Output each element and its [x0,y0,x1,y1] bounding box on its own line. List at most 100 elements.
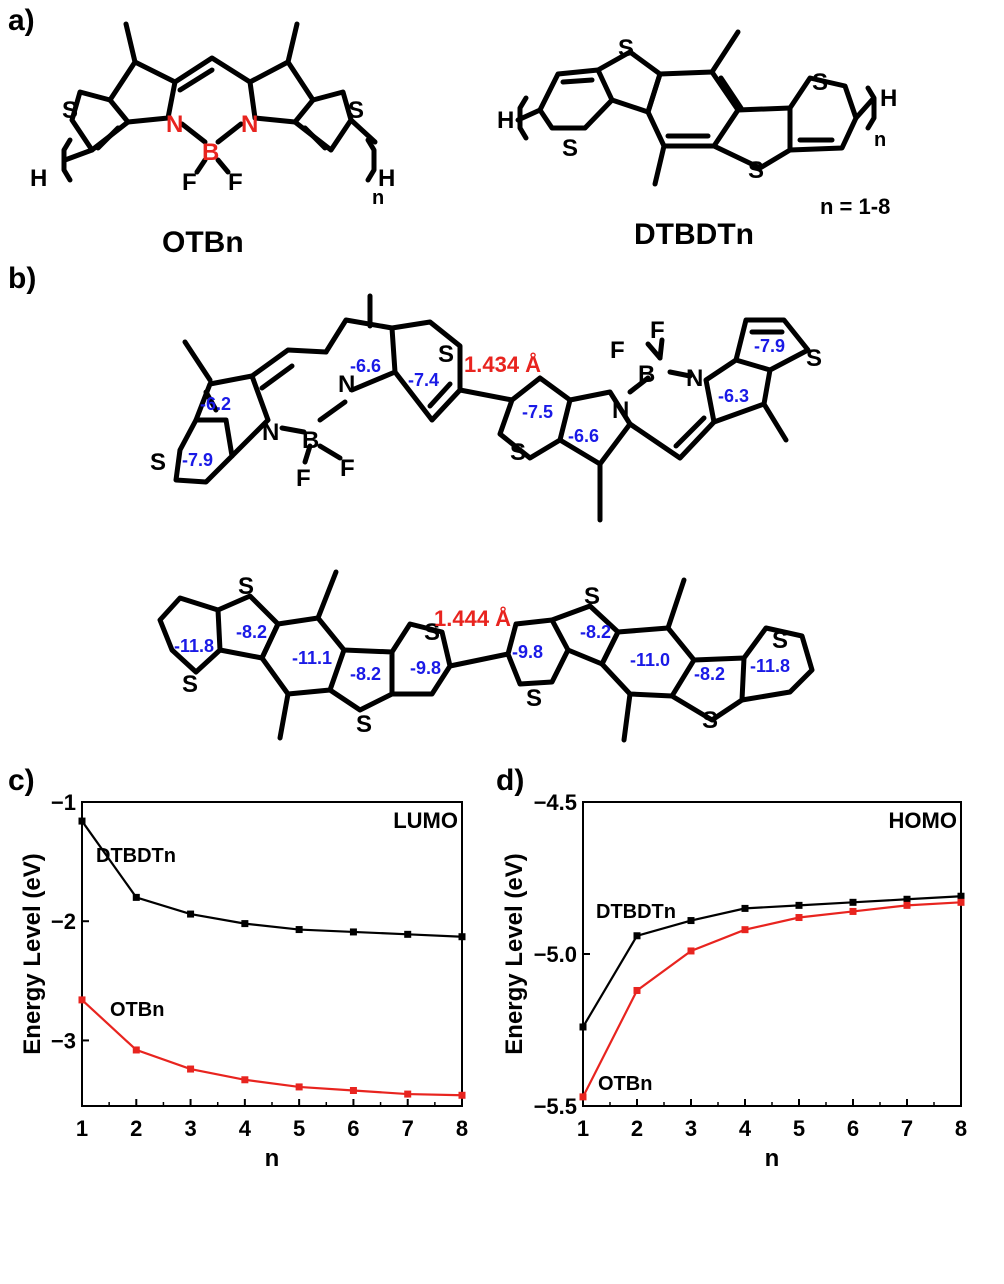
series-label-dtbdtn: DTBDTn [96,845,176,867]
x-tick-label: 7 [402,1116,414,1141]
x-tick-label: 7 [901,1116,913,1141]
data-point-otbn [957,898,965,906]
dtbdtn-structure [515,29,877,187]
x-tick-label: 4 [739,1116,752,1141]
y-tick-label: −5.0 [534,942,577,967]
otbn-f-right: F [228,169,243,196]
dimer1-n3: N [612,397,629,424]
data-point-dtbdtn [633,932,641,940]
y-tick-label: −2 [51,909,76,934]
x-tick-label: 8 [955,1116,967,1141]
data-point-otbn [795,914,803,922]
data-point-otbn [78,996,86,1004]
otbn-subscript-n: n [372,187,384,209]
chart-d: 1 2 3 4 5 6 7 8 −4.5 −5.0 −5.5 n Energy Level (eV) HO… [501,790,967,1172]
nics-1-1: -7.9 [182,450,213,470]
otbn-s-right: S [348,97,364,124]
data-point-dtbdtn [957,892,965,900]
nics-2-1: -8.2 [236,622,267,642]
data-point-dtbdtn [404,930,412,938]
series-label-otbn: OTBn [110,999,164,1021]
dtbdtn-s-top: S [618,35,634,62]
otbn-n-left: N [166,111,183,138]
dimer2-s3: S [356,711,372,738]
x-axis-label: n [265,1145,280,1172]
nics-2-0: -11.8 [174,636,214,656]
dimer1-f2: F [340,455,355,482]
y-axis-label: Energy Level (eV) [19,853,46,1054]
nics-1-0: -6.2 [200,394,231,414]
data-point-otbn [187,1065,195,1073]
dimer1-s2: S [438,341,454,368]
nics-2-3: -8.2 [350,664,381,684]
series-line-dtbdtn [81,820,463,938]
data-point-dtbdtn [187,910,195,918]
data-point-dtbdtn [795,901,803,909]
data-point-dtbdtn [903,895,911,903]
otbn-n-right: N [241,111,258,138]
dtbdtn-s-bottom: S [748,157,764,184]
nics-1-5: -6.6 [568,426,599,446]
dimer2-s1: S [238,573,254,600]
y-tick-label: −1 [51,790,76,815]
nics-2-2: -11.1 [292,648,332,668]
nics-2-8: -8.2 [694,664,725,684]
dimer2-s8: S [772,627,788,654]
data-point-dtbdtn [132,893,140,901]
data-point-otbn [241,1076,249,1084]
dimer1-s3: S [510,439,526,466]
nics-2-9: -11.8 [750,656,790,676]
dtbdtn-s-left: S [562,135,578,162]
chart-c: 1 2 3 4 5 6 7 8 −1 −2 −3 n Energy Level (eV) LUMO DTBD… [19,790,468,1172]
nics-1-3: -7.4 [408,370,439,390]
x-tick-label: 2 [130,1116,142,1141]
data-point-otbn [295,1083,303,1091]
dimer1-f1: F [296,465,311,492]
dimer1-n4: N [686,365,703,392]
dimer2-nics: -11.8 -8.2 -11.1 -8.2 -9.8 -9.8 -8.2 -11… [174,622,790,684]
otb-dimer-structure [173,293,811,523]
dtbdtn-s-right: S [812,69,828,96]
otbn-b: B [202,139,219,166]
x-tick-label: 6 [847,1116,859,1141]
dimer2-s4: S [424,619,440,646]
y-tick-label: −5.5 [534,1094,577,1119]
dimer2-s6: S [584,583,600,610]
dimer1-f4: F [650,317,665,344]
nics-2-6: -8.2 [580,622,611,642]
data-point-otbn [741,926,749,934]
otbn-h-left: H [30,165,47,192]
data-point-dtbdtn [241,920,249,928]
dimer1-s1: S [150,449,166,476]
dimer1-nics: -6.2 -7.9 -6.6 -7.4 -7.5 -6.6 -7.9 -6.3 [182,336,785,470]
dtbdtn-subscript-n: n [874,129,886,151]
series-line-dtbdtn [582,895,962,1028]
x-tick-label: 3 [685,1116,697,1141]
x-tick-label: 4 [239,1116,252,1141]
panel-d-label: d) [496,764,525,797]
nics-1-6: -7.9 [754,336,785,356]
otbn-s-left: S [62,97,78,124]
data-point-otbn [579,1093,587,1101]
x-tick-label: 1 [577,1116,589,1141]
otbn-h-right: H [378,165,395,192]
nics-2-4: -9.8 [410,658,441,678]
data-point-otbn [903,901,911,909]
nics-1-7: -6.3 [718,386,749,406]
panel-b-label: b) [8,262,37,295]
data-point-dtbdtn [78,817,86,825]
dimer1-b2: B [638,361,655,388]
series-label-dtbdtn: DTBDTn [596,901,676,923]
data-point-otbn [849,907,857,915]
data-point-otbn [349,1087,357,1095]
dimer1-n2: N [338,371,355,398]
panel-c-label: c) [8,764,35,797]
dimer2-s7: S [702,707,718,734]
x-tick-label: 3 [184,1116,196,1141]
dimer1-bond-length: 1.434 Å [464,351,541,377]
y-tick-label: −3 [51,1028,76,1053]
dimer1-b1: B [302,427,319,454]
chart-title: LUMO [393,808,458,833]
dimer1-n1: N [262,419,279,446]
